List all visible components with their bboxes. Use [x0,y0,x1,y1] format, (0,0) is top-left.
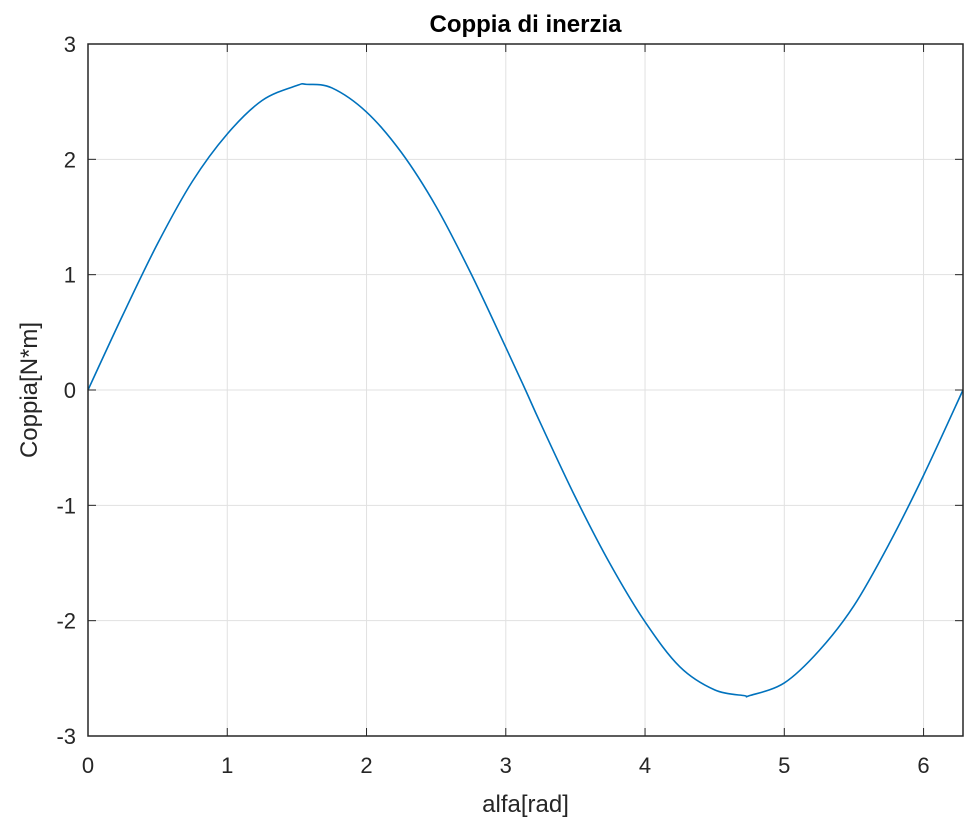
series-layer [87,82,964,698]
x-tick-label: 2 [360,753,372,778]
y-tick-label: -2 [56,609,76,634]
y-axis-label: Coppia[N*m] [16,322,43,458]
chart-title: Coppia di inerzia [429,11,622,38]
y-tick-label: -1 [56,493,76,518]
x-tick-label: 4 [639,753,651,778]
series-line [87,82,964,698]
x-tick-label: 1 [221,753,233,778]
y-tick-labels: -3 -2 -1 0 1 2 3 [56,32,76,749]
y-tick-label: -3 [56,724,76,749]
y-tick-label: 0 [64,378,76,403]
y-tick-label: 3 [64,32,76,57]
x-tick-label: 0 [82,753,94,778]
x-axis-label: alfa[rad] [482,791,569,818]
x-tick-label: 3 [500,753,512,778]
tick-marks [87,43,963,737]
y-tick-label: 2 [64,147,76,172]
x-tick-labels: 0 1 2 3 4 5 6 [82,753,930,778]
x-tick-label: 6 [917,753,929,778]
x-tick-label: 5 [778,753,790,778]
y-tick-label: 1 [64,263,76,288]
